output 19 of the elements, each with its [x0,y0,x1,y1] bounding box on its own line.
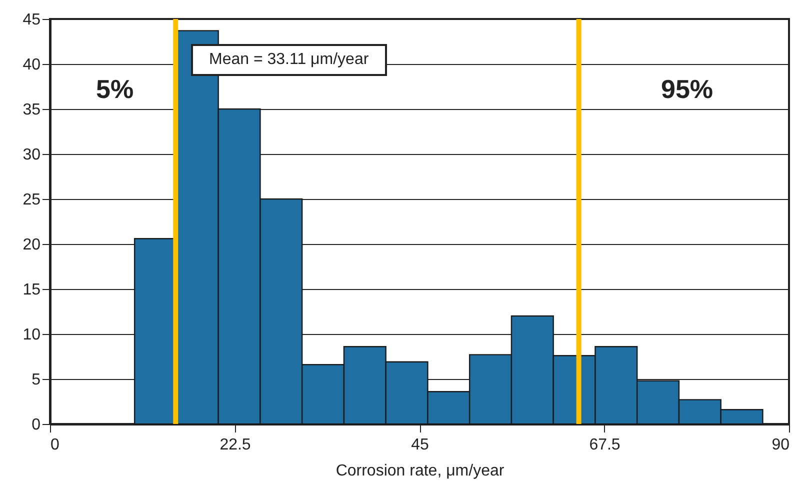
y-tick-label: 45 [22,12,41,28]
x-tick-label: 67.5 [589,436,620,454]
annotation: 95% [661,74,714,105]
y-tick-label: 40 [22,56,41,74]
y-tick-label: 0 [32,416,41,434]
y-tick-label: 20 [22,236,41,254]
x-axis-title: Corrosion rate, μm/year [336,462,505,480]
y-tick-label: 35 [22,102,41,118]
y-tick-label: 15 [22,282,41,298]
y-tick-label: 5 [32,372,41,388]
y-tick-label: 25 [22,192,41,208]
annotation: 5% [96,74,134,105]
x-tick-label: 0 [50,436,60,454]
x-tick-label: 22.5 [220,436,251,454]
note-box: Mean = 33.11 μm/year [191,44,387,76]
y-tick-label: 10 [22,326,41,344]
x-tick-label: 90 [772,436,790,454]
x-tick-label: 45 [411,436,429,454]
y-tick-label: 30 [22,146,41,164]
